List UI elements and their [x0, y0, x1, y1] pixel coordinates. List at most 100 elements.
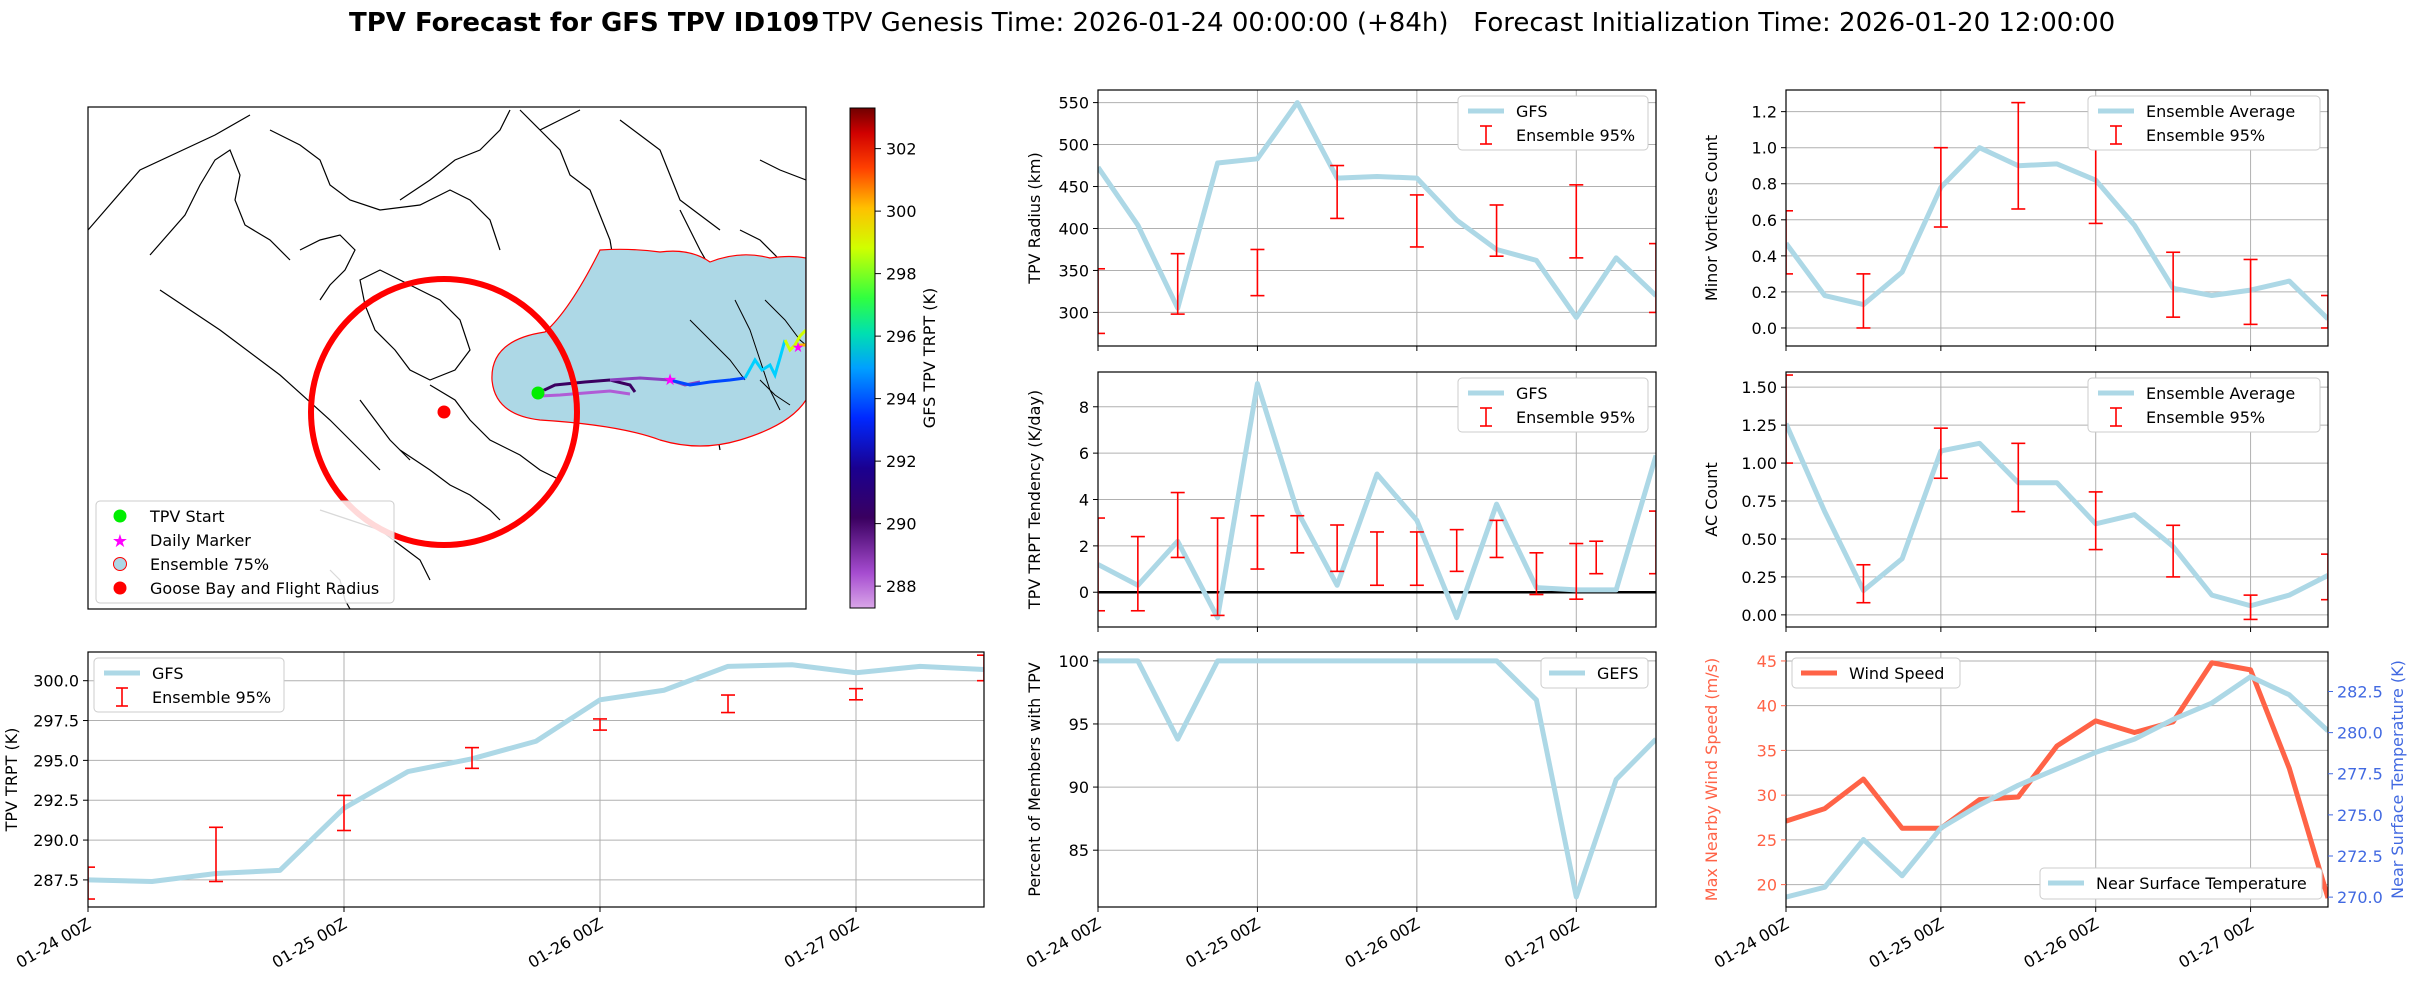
- legend-label: GEFS: [1597, 664, 1639, 683]
- series-line-gfs: [1098, 100, 1656, 320]
- ensemble-75-region: [491, 248, 806, 447]
- ensemble-errorbar: [1529, 552, 1544, 596]
- colorbar-ticks: 288 290 292 294 296 298 300 302: [875, 140, 917, 596]
- y-tick-label: 1.00: [1741, 454, 1777, 473]
- y-tick-label: 90: [1069, 778, 1089, 797]
- ensemble-errorbar: [1170, 491, 1185, 559]
- x-tick-label: 01-26 00Z: [525, 914, 606, 972]
- ensemble-errorbar: [1489, 204, 1504, 257]
- y-tick-label: 297.5: [33, 712, 79, 731]
- legend-box: [2087, 95, 2321, 151]
- ensemble-errorbar: [1569, 184, 1584, 259]
- y-tick-label: 0.8: [1752, 175, 1777, 194]
- y-tick-label: 450: [1058, 178, 1089, 197]
- y2-tick-label: 282.5: [2337, 682, 2383, 701]
- plot-area: [1098, 381, 1656, 621]
- y-tick-label: 300.0: [33, 672, 79, 691]
- daily-marker-star: ★: [663, 370, 677, 389]
- legend-label: Ensemble 95%: [152, 688, 271, 707]
- legend-label: Ensemble 95%: [2146, 126, 2265, 145]
- legend-errorbar-swatch: [2110, 125, 2122, 145]
- plot-frame: [1785, 371, 2329, 628]
- ensemble-errorbar: [2321, 553, 2328, 601]
- ensemble-errorbar: [1649, 242, 1656, 314]
- chart-legend: GFS Ensemble 95%: [1457, 377, 1649, 433]
- colorbar-tick-label: 296: [886, 327, 917, 346]
- y-tick-label: 1.0: [1752, 139, 1777, 158]
- ensemble-errorbar: [1449, 528, 1464, 573]
- y-axis-label: Percent of Members with TPV: [1025, 662, 1044, 896]
- legend-label: Ensemble Average: [2146, 384, 2295, 403]
- x-tick-label: 01-27 00Z: [1501, 914, 1582, 972]
- y-tick-label: 290.0: [33, 831, 79, 850]
- chart-legend: Ensemble Average Ensemble 95%: [2087, 377, 2321, 433]
- legend-box: [1791, 657, 1961, 689]
- y2-axis-label: Near Surface Temperature (K): [2388, 660, 2407, 899]
- y-tick-label: 1.50: [1741, 378, 1777, 397]
- x-tick-label: 01-24 00Z: [13, 914, 94, 972]
- plot-frame: [1785, 651, 2329, 908]
- y-tick-label: 40: [1757, 697, 1777, 716]
- ensemble-errorbar: [1649, 510, 1656, 575]
- goose-bay-marker: [437, 405, 451, 419]
- y-tick-label: 0.25: [1741, 568, 1777, 587]
- x-tick-label: 01-24 00Z: [1711, 914, 1792, 972]
- ensemble-errorbar: [1569, 542, 1584, 600]
- colorbar-tick-label: 298: [886, 265, 917, 284]
- y-tick-label: 1.2: [1752, 103, 1777, 122]
- colorbar-tick-label: 294: [886, 390, 917, 409]
- legend-box: [2039, 867, 2323, 900]
- legend-label: GFS: [1516, 102, 1547, 121]
- y2-tick-label: 280.0: [2337, 724, 2383, 743]
- map-legend: TPV Start ★ Daily Marker Ensemble 75% Go…: [95, 500, 395, 604]
- legend-errorbar-swatch: [2110, 407, 2122, 427]
- y2-tick-label: 270.0: [2337, 888, 2383, 907]
- series-line-wind-speed: [1786, 660, 2328, 899]
- ensemble-errorbar: [2166, 524, 2181, 578]
- ensemble-errorbar: [1370, 531, 1384, 587]
- ensemble-errorbar: [1290, 514, 1305, 554]
- ensemble-errorbar: [1330, 524, 1345, 573]
- colorbar-tick-label: 290: [886, 515, 917, 534]
- ensemble-errorbar: [1786, 374, 1793, 464]
- y-tick-label: 0.2: [1752, 283, 1777, 302]
- figure-title-bold: TPV Forecast for GFS TPV ID109: [349, 8, 819, 38]
- ensemble-errorbar: [977, 654, 984, 682]
- chart-panel-minor: 0.0 0.2 0.4 0.6 0.8 1.0 1.2 Minor Vortices Coun…: [1702, 89, 2329, 351]
- series-line-gfs: [88, 662, 984, 884]
- ensemble-errorbar: [1330, 164, 1345, 220]
- legend-label: Ensemble 95%: [2146, 408, 2265, 427]
- legend-label: Ensemble 95%: [1516, 126, 1635, 145]
- y-tick-label: 35: [1757, 741, 1777, 760]
- chart-legend: GEFS: [1540, 657, 1649, 689]
- ensemble-errorbar: [1210, 517, 1225, 617]
- chart-panel-percent: 85 90 95 100 Percent of Members with TPV 01-2…: [1023, 651, 1657, 972]
- ensemble-errorbar: [2166, 251, 2181, 318]
- legend-goose-bay: Goose Bay and Flight Radius: [150, 579, 379, 598]
- legend-goose-bay-icon: [113, 581, 127, 595]
- y-tick-label: 100: [1058, 652, 1089, 671]
- legend-box: [1457, 95, 1649, 151]
- ensemble-errorbar: [337, 794, 351, 832]
- legend-ensemble-icon: [113, 557, 127, 571]
- ensemble-errorbar: [1856, 273, 1871, 329]
- ensemble-errorbar: [2321, 294, 2328, 329]
- y-axis-label: TPV TRPT (K): [2, 728, 21, 833]
- y-axis-label: TPV TRPT Tendency (K/day): [1025, 390, 1044, 610]
- ensemble-errorbar: [209, 826, 223, 883]
- flight-radius-circle: [308, 276, 580, 548]
- ensemble-errorbar: [2243, 258, 2258, 326]
- legend-tpv-start: TPV Start: [149, 507, 225, 526]
- daily-marker-star: ★: [792, 340, 805, 356]
- legend-ensemble-75: Ensemble 75%: [150, 555, 269, 574]
- ensemble-errorbar: [1250, 514, 1265, 570]
- ensemble-errorbar: [2243, 594, 2258, 621]
- figure-title-rest: TPV Genesis Time: 2026-01-24 00:00:00 (+…: [822, 8, 2115, 38]
- y-tick-label: 287.5: [33, 871, 79, 890]
- y2-tick-label: 272.5: [2337, 847, 2383, 866]
- chart-panel-wind_temp: 20 25 30 35 40 45 Max Nearby Wind Speed (m/s) 2…: [1702, 651, 2407, 972]
- series-line-gefs: [1098, 658, 1656, 900]
- chart-panel-tendency: 0 2 4 6 8 TPV TRPT Tendency (K/day) GFS Ensembl…: [1025, 371, 1657, 632]
- colorbar-tick-label: 302: [886, 140, 917, 159]
- y-tick-label: 85: [1069, 841, 1089, 860]
